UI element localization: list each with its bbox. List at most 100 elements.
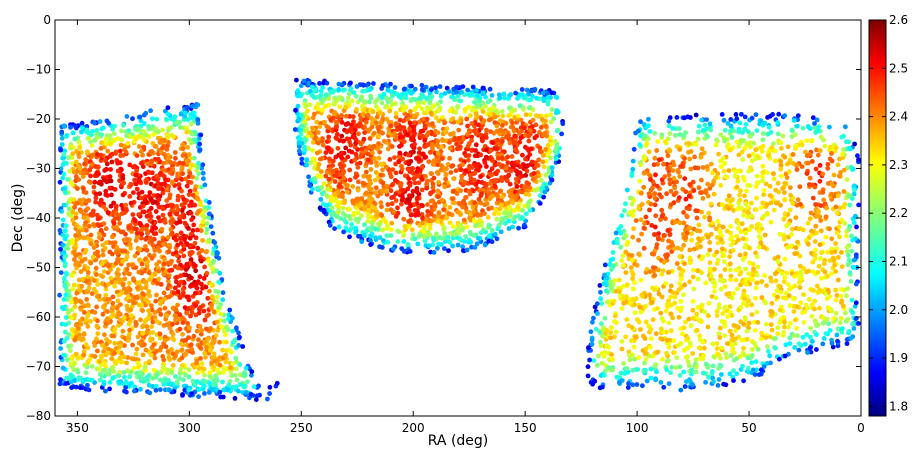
scatter-point: [146, 270, 152, 276]
scatter-point: [217, 270, 223, 276]
scatter-point: [434, 142, 440, 148]
scatter-point: [103, 188, 109, 194]
scatter-point: [429, 218, 435, 224]
scatter-point: [204, 221, 210, 226]
scatter-point: [470, 84, 476, 90]
scatter-point: [513, 176, 519, 182]
scatter-point: [738, 229, 744, 235]
scatter-point: [463, 234, 468, 240]
scatter-point: [82, 362, 88, 368]
scatter-point: [377, 221, 382, 227]
scatter-point: [395, 239, 401, 245]
scatter-point: [131, 276, 136, 282]
scatter-point: [389, 144, 395, 149]
scatter-point: [177, 312, 183, 317]
scatter-point: [195, 245, 201, 251]
scatter-point: [529, 159, 535, 165]
scatter-point: [181, 243, 187, 249]
scatter-point: [98, 197, 104, 203]
scatter-point: [383, 219, 389, 225]
scatter-point: [500, 113, 506, 119]
scatter-point: [627, 357, 633, 363]
scatter-point: [125, 294, 131, 300]
scatter-point: [105, 350, 111, 356]
scatter-point: [200, 238, 206, 243]
scatter-point: [120, 248, 125, 254]
scatter-point: [194, 195, 200, 201]
scatter-point: [452, 232, 458, 237]
scatter-point: [169, 382, 175, 388]
scatter-point: [90, 152, 95, 158]
scatter-point: [436, 158, 442, 164]
scatter-point: [413, 212, 418, 218]
scatter-point: [92, 343, 98, 348]
scatter-point: [523, 191, 529, 197]
scatter-point: [254, 393, 260, 399]
scatter-point: [530, 176, 536, 182]
scatter-point: [407, 193, 412, 199]
scatter-point: [328, 149, 334, 155]
scatter-point: [151, 367, 157, 373]
scatter-point: [315, 166, 321, 172]
scatter-point: [139, 231, 145, 237]
scatter-point: [214, 299, 220, 305]
scatter-point: [73, 322, 79, 328]
scatter-point: [220, 297, 226, 303]
scatter-point: [198, 331, 204, 337]
scatter-point: [451, 176, 457, 182]
scatter-point: [185, 144, 191, 150]
scatter-point: [451, 130, 456, 136]
scatter-point: [458, 98, 463, 104]
scatter-point: [537, 201, 543, 206]
scatter-point: [133, 126, 139, 132]
scatter-point: [189, 310, 195, 315]
scatter-point: [167, 268, 173, 273]
scatter-point: [668, 283, 674, 289]
scatter-point: [333, 124, 339, 130]
scatter-point: [173, 374, 178, 379]
scatter-point: [177, 326, 183, 332]
scatter-point: [118, 302, 123, 307]
scatter-point: [497, 95, 503, 101]
scatter-point: [412, 86, 418, 92]
scatter-point: [410, 135, 416, 140]
scatter-point: [362, 222, 367, 228]
scatter-point: [148, 336, 154, 342]
scatter-point: [62, 228, 68, 234]
scatter-point: [166, 273, 172, 278]
scatter-point: [140, 308, 146, 313]
scatter-point: [528, 97, 534, 102]
scatter-point: [458, 222, 464, 228]
scatter-point: [144, 324, 150, 329]
scatter-point: [173, 275, 179, 281]
scatter-point: [134, 226, 139, 232]
scatter-point: [140, 203, 146, 209]
scatter-point: [708, 127, 714, 133]
scatter-point: [749, 360, 755, 365]
scatter-point: [183, 372, 189, 378]
scatter-point: [458, 167, 464, 173]
scatter-point: [401, 233, 406, 239]
scatter-point: [480, 120, 486, 125]
scatter-point: [170, 179, 175, 185]
scatter-point: [686, 149, 691, 155]
scatter-point: [710, 341, 716, 347]
scatter-point: [59, 129, 65, 135]
scatter-point: [192, 187, 198, 193]
scatter-point: [496, 211, 502, 217]
scatter-point: [202, 372, 207, 378]
scatter-point: [208, 326, 214, 331]
scatter-point: [454, 141, 459, 147]
scatter-point: [171, 134, 176, 140]
scatter-point: [407, 183, 413, 188]
scatter-point: [436, 179, 441, 185]
scatter-point: [538, 125, 544, 130]
scatter-point: [83, 370, 89, 376]
scatter-point: [368, 237, 373, 243]
scatter-point: [337, 94, 343, 100]
scatter-point: [188, 342, 194, 348]
scatter-point: [743, 122, 749, 127]
scatter-point: [755, 320, 761, 325]
scatter-point: [368, 233, 373, 239]
scatter-point: [189, 199, 194, 205]
